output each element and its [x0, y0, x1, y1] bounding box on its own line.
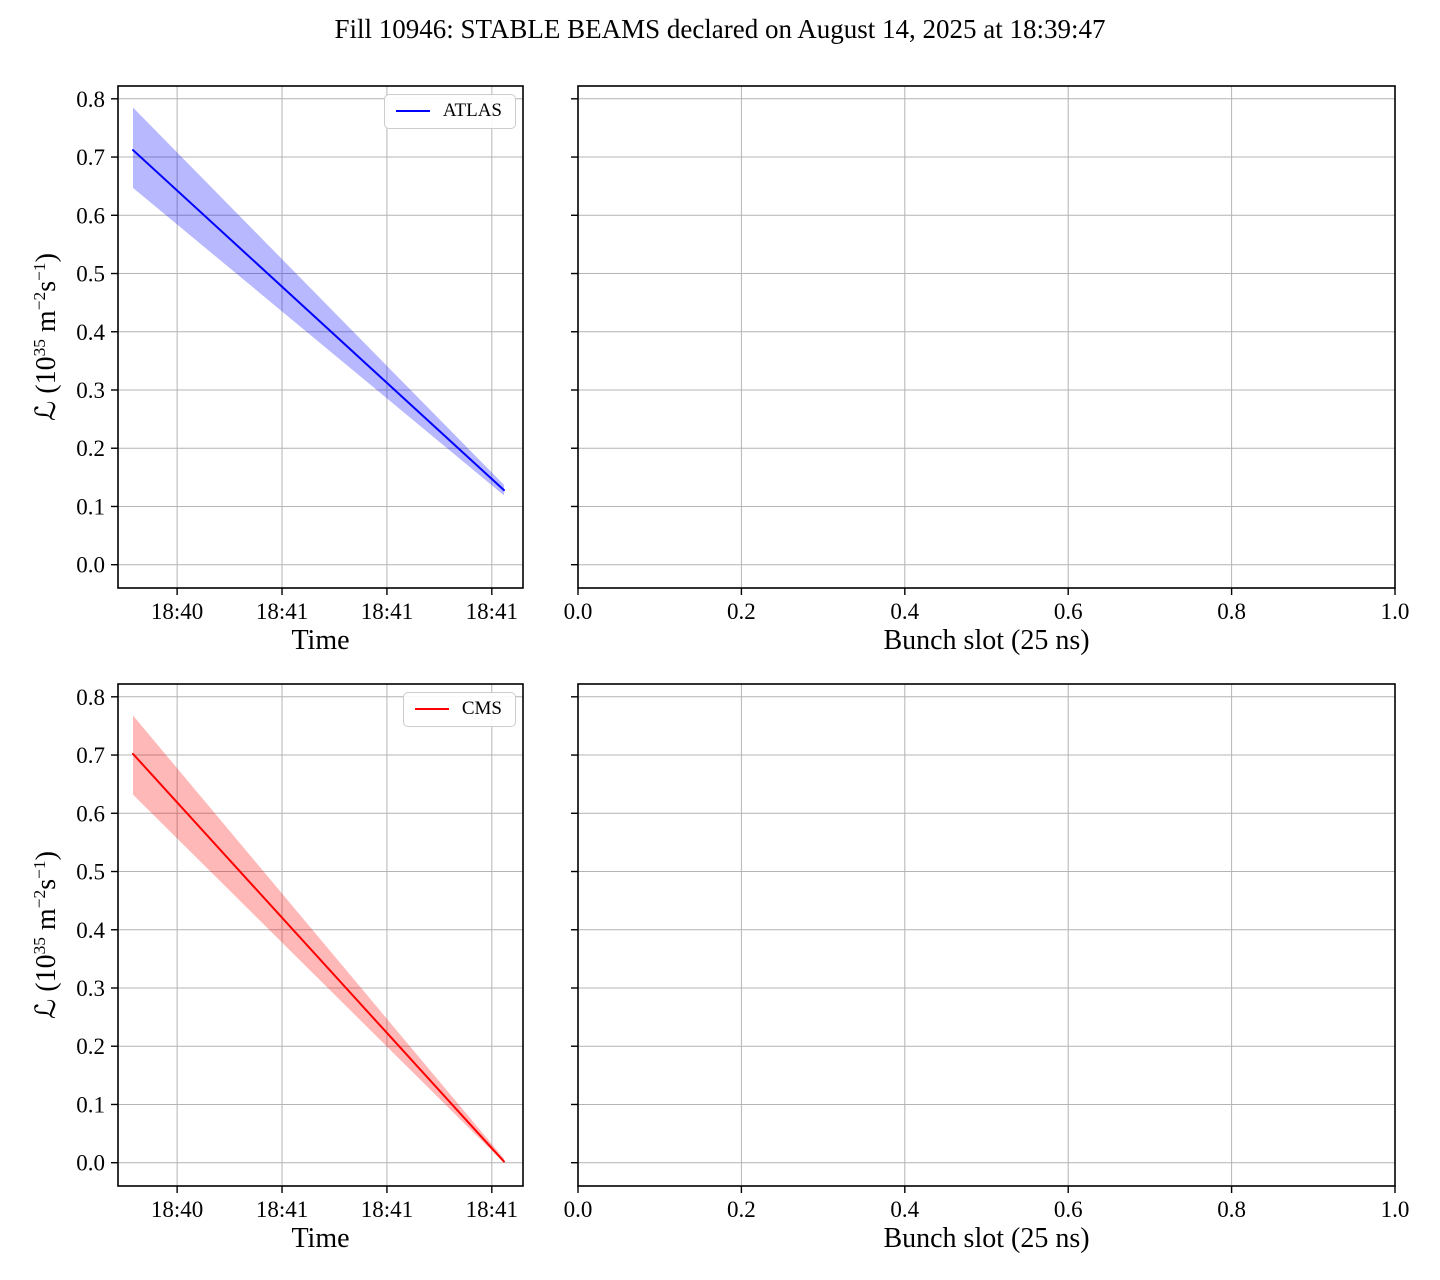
x-tick-label: 18:41 — [256, 599, 308, 624]
y-axis-label-text: s — [31, 878, 62, 890]
y-axis-label-superscript: −1 — [30, 860, 50, 879]
x-tick-label: 0.2 — [727, 1197, 756, 1222]
x-tick-label: 0.4 — [890, 1197, 919, 1222]
plot-cms-bunch-slot: 0.0 0.2 0.4 0.6 0.8 1.0 Bunch slot (25 ns) — [564, 683, 1409, 1254]
plot-atlas-luminosity-vs-time: 18:40 18:41 18:41 18:41 0.0 0.1 0.2 0.3 0.4 0.5 0.… — [30, 85, 524, 656]
y-tick-label: 0.6 — [76, 801, 105, 826]
x-tick-label: 18:40 — [151, 1197, 203, 1222]
x-tick-label: 18:41 — [466, 1197, 518, 1222]
x-tick-label: 0.4 — [890, 599, 919, 624]
y-axis-label: ℒ (1035 m−2s−1) — [29, 851, 63, 1019]
x-tick-label: 0.0 — [564, 599, 593, 624]
cms-luminosity-line — [131, 752, 505, 1163]
cms-bunch-slot-canvas: 0.0 0.2 0.4 0.6 0.8 1.0 Bunch slot (25 ns) — [564, 683, 1409, 1254]
y-axis-label: ℒ (1035 m−2s−1) — [29, 253, 63, 421]
y-tick-label: 0.4 — [76, 320, 105, 345]
legend-atlas: ATLAS — [383, 94, 516, 129]
y-tick-label: 0.3 — [76, 378, 105, 403]
x-axis-label: Time — [291, 1223, 349, 1254]
cms-luminosity-vs-time-canvas: 18:40 18:41 18:41 18:41 0.0 0.1 0.2 0.3 0.4 0.5 0.… — [76, 683, 524, 1254]
y-tick-label: 0.3 — [76, 976, 105, 1001]
y-axis-label-text: ℒ (10 — [31, 356, 62, 421]
y-tick-label: 0.2 — [76, 436, 105, 461]
y-tick-label: 0.6 — [76, 203, 105, 228]
x-axis-label: Bunch slot (25 ns) — [883, 1223, 1089, 1254]
x-tick-label: 0.0 — [564, 1197, 593, 1222]
atlas-luminosity-vs-time-canvas: 18:40 18:41 18:41 18:41 0.0 0.1 0.2 0.3 0.4 0.5 0.… — [76, 85, 524, 656]
x-tick-label: 1.0 — [1381, 1197, 1410, 1222]
y-axis-label-superscript: 35 — [30, 339, 50, 357]
y-tick-label: 0.8 — [76, 87, 105, 112]
atlas-uncertainty-band — [132, 107, 504, 496]
y-tick-label: 0.5 — [76, 860, 105, 885]
y-tick-label: 0.7 — [76, 743, 105, 768]
plot-atlas-bunch-slot: 0.0 0.2 0.4 0.6 0.8 1.0 Bunch slot (25 ns) — [564, 85, 1409, 656]
y-tick-label: 0.8 — [76, 685, 105, 710]
y-tick-label: 0.2 — [76, 1034, 105, 1059]
x-tick-label: 18:41 — [256, 1197, 308, 1222]
x-tick-label: 18:41 — [361, 1197, 413, 1222]
x-tick-label: 0.8 — [1217, 599, 1246, 624]
y-axis-label-superscript: 35 — [30, 937, 50, 955]
x-tick-label: 1.0 — [1381, 599, 1410, 624]
x-tick-label: 0.6 — [1054, 1197, 1083, 1222]
legend-label: CMS — [461, 698, 502, 719]
y-axis-label-text: m — [31, 908, 62, 938]
x-tick-label: 18:41 — [361, 599, 413, 624]
legend-cms: CMS — [402, 692, 516, 727]
legend-line-sample — [414, 708, 449, 710]
x-tick-label: 18:41 — [466, 599, 518, 624]
y-axis-label-superscript: −2 — [30, 291, 50, 311]
axes-frame — [117, 683, 524, 1187]
plot-cms-luminosity-vs-time: 18:40 18:41 18:41 18:41 0.0 0.1 0.2 0.3 0.4 0.5 0.… — [30, 683, 524, 1254]
y-tick-label: 0.0 — [76, 553, 105, 578]
cms-uncertainty-band — [132, 715, 504, 1163]
axes-frame — [577, 683, 1396, 1187]
figure-title: Fill 10946: STABLE BEAMS declared on Aug… — [334, 14, 1106, 44]
y-axis-label-superscript: −1 — [30, 262, 50, 281]
x-tick-label: 0.8 — [1217, 1197, 1246, 1222]
y-axis-label-superscript: −2 — [30, 889, 50, 909]
x-axis-label: Bunch slot (25 ns) — [883, 625, 1089, 656]
atlas-bunch-slot-canvas: 0.0 0.2 0.4 0.6 0.8 1.0 Bunch slot (25 ns) — [564, 85, 1409, 656]
y-tick-label: 0.4 — [76, 918, 105, 943]
y-tick-label: 0.0 — [76, 1151, 105, 1176]
axes-frame — [577, 85, 1396, 589]
atlas-luminosity-line — [131, 149, 505, 492]
y-tick-label: 0.1 — [76, 494, 105, 519]
axes-frame — [117, 85, 524, 589]
y-axis-label-text: m — [31, 310, 62, 340]
x-axis-label: Time — [291, 625, 349, 656]
y-tick-label: 0.1 — [76, 1092, 105, 1117]
x-tick-label: 0.2 — [727, 599, 756, 624]
legend-line-sample — [395, 110, 430, 112]
y-tick-label: 0.7 — [76, 145, 105, 170]
x-tick-label: 0.6 — [1054, 599, 1083, 624]
y-axis-label-text: s — [31, 280, 62, 292]
y-tick-label: 0.5 — [76, 262, 105, 287]
y-axis-label-text: ℒ (10 — [31, 954, 62, 1019]
x-tick-label: 18:40 — [151, 599, 203, 624]
legend-label: ATLAS — [442, 100, 502, 121]
